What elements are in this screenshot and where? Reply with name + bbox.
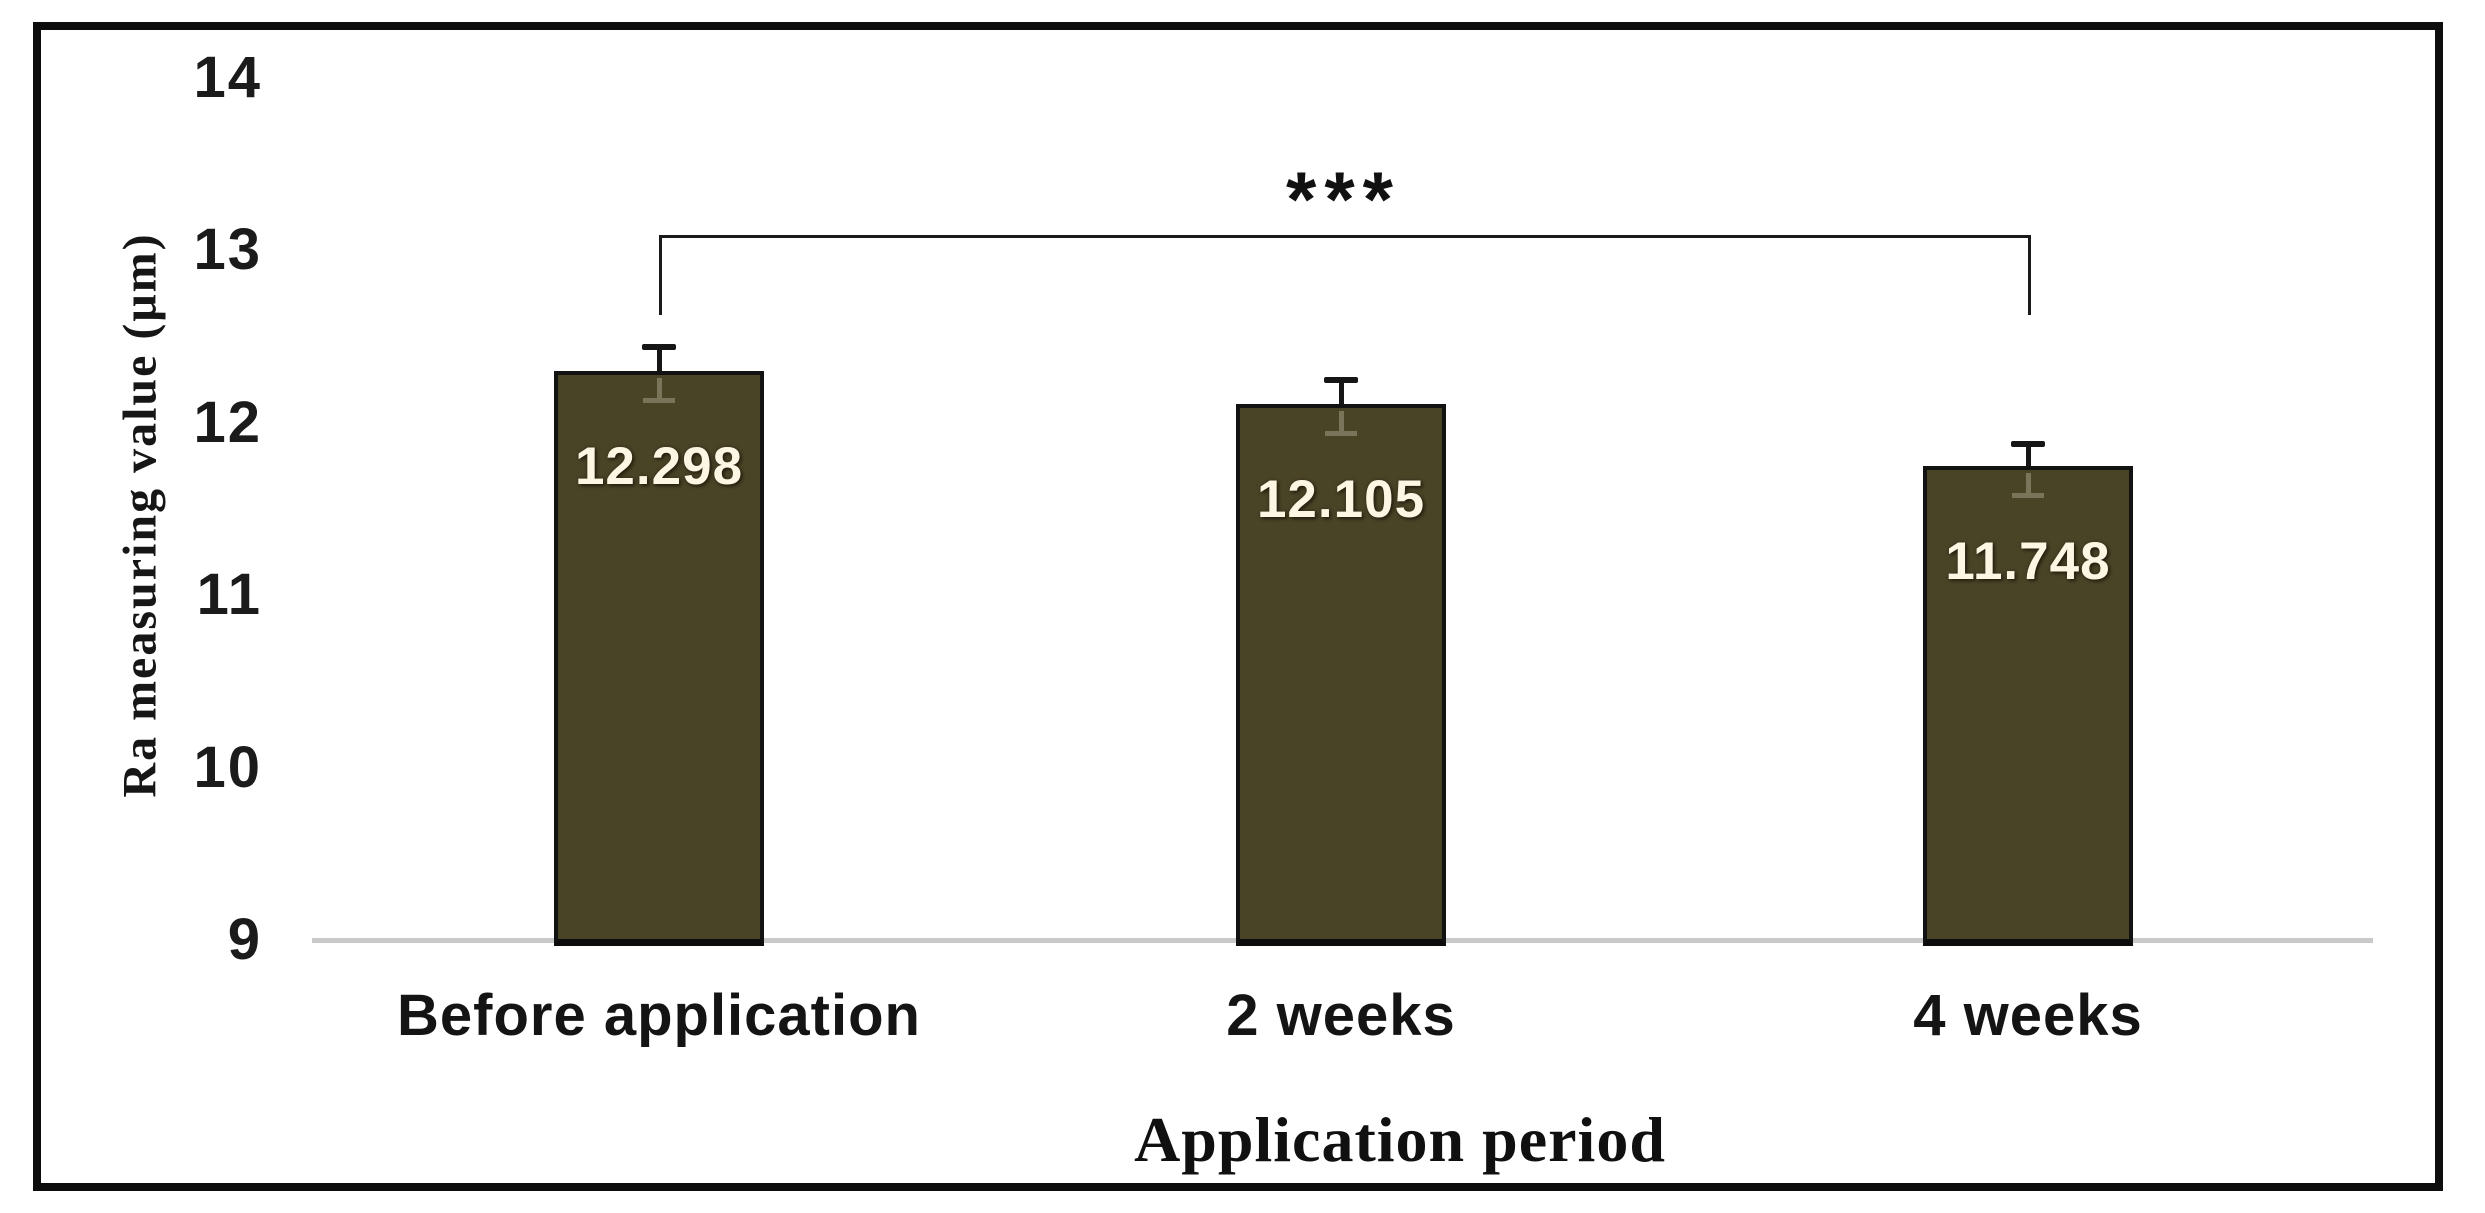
y-axis-title: Ra measuring value (μm) xyxy=(113,232,167,798)
error-bar-lower-cap xyxy=(643,398,675,404)
error-bar-line xyxy=(657,346,662,372)
error-bar-line xyxy=(2026,443,2031,466)
error-bar-line xyxy=(1339,380,1344,405)
x-tick-label: 4 weeks xyxy=(1913,983,2143,1048)
significance-bracket-horizontal xyxy=(659,235,2031,238)
bar-value-label: 12.298 xyxy=(574,437,744,497)
error-bar-lower-line xyxy=(657,378,662,399)
bar xyxy=(1923,465,2133,946)
bar-value-label: 11.748 xyxy=(1945,531,2111,591)
y-tick-9: 9 xyxy=(227,907,262,972)
y-tick-12: 12 xyxy=(193,389,262,455)
significance-bracket-left-vertical xyxy=(659,235,662,315)
error-bar-lower-line xyxy=(1339,411,1344,432)
y-tick-11: 11 xyxy=(196,562,262,627)
figure-border xyxy=(33,22,2443,1191)
x-tick-label: 2 weeks xyxy=(1226,983,1456,1048)
error-bar-lower-cap xyxy=(1325,431,1357,437)
y-tick-13: 13 xyxy=(193,217,262,282)
x-axis-title: Application period xyxy=(1134,1104,1666,1175)
significance-stars: *** xyxy=(1285,155,1402,243)
y-tick-10: 10 xyxy=(193,734,262,800)
error-bar-lower-line xyxy=(2026,472,2031,493)
bar-value-label: 12.105 xyxy=(1256,470,1426,530)
error-bar-cap xyxy=(1324,377,1358,384)
bar xyxy=(554,371,764,946)
error-bar-cap xyxy=(642,343,676,350)
x-tick-label: Before application xyxy=(397,983,921,1048)
bar xyxy=(1236,404,1446,946)
y-tick-14: 14 xyxy=(193,44,262,110)
error-bar-cap xyxy=(2011,440,2045,447)
significance-bracket-right-vertical xyxy=(2028,235,2031,315)
error-bar-lower-cap xyxy=(2012,492,2044,498)
